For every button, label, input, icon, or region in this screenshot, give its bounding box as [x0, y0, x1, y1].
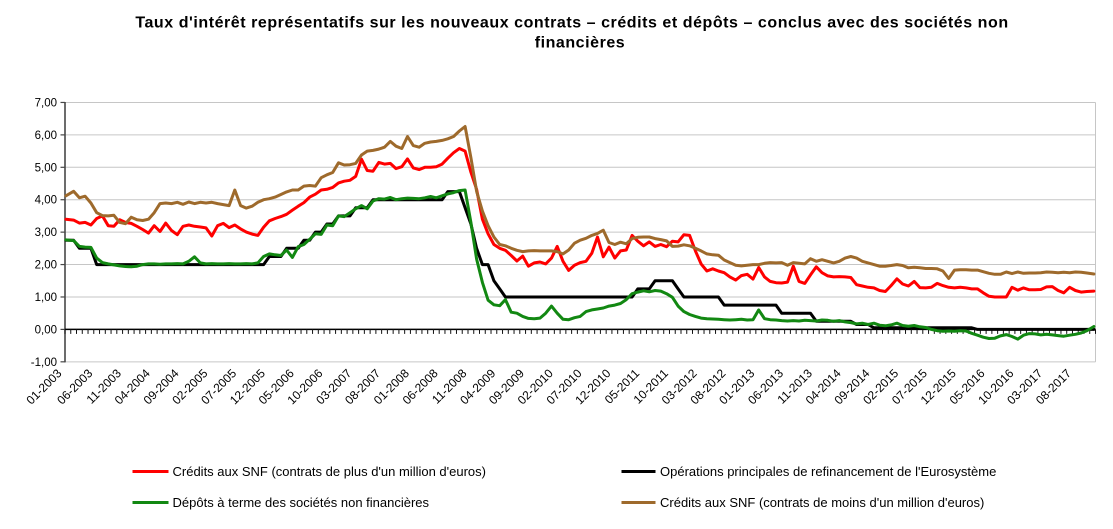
svg-text:4,00: 4,00	[35, 195, 57, 207]
svg-text:1,00: 1,00	[35, 292, 57, 304]
svg-text:3,00: 3,00	[35, 227, 57, 239]
svg-text:Crédits aux SNF (contrats de m: Crédits aux SNF (contrats de moins d'un …	[660, 495, 984, 510]
svg-text:6,00: 6,00	[35, 130, 57, 142]
svg-text:7,00: 7,00	[35, 98, 57, 110]
svg-text:5,00: 5,00	[35, 162, 57, 174]
svg-text:-1,00: -1,00	[31, 357, 57, 369]
svg-text:Crédits aux SNF (contrats de p: Crédits aux SNF (contrats de plus d'un m…	[173, 464, 487, 479]
svg-text:2,00: 2,00	[35, 260, 57, 272]
svg-text:financières: financières	[535, 34, 626, 51]
svg-text:0,00: 0,00	[35, 324, 57, 336]
svg-text:Taux d'intérêt représentatifs: Taux d'intérêt représentatifs sur les no…	[135, 14, 1008, 31]
svg-text:Opérations principales de refi: Opérations principales de refinancement …	[660, 464, 996, 479]
svg-text:Dépôts à terme des sociétés no: Dépôts à terme des sociétés non financiè…	[173, 495, 430, 510]
